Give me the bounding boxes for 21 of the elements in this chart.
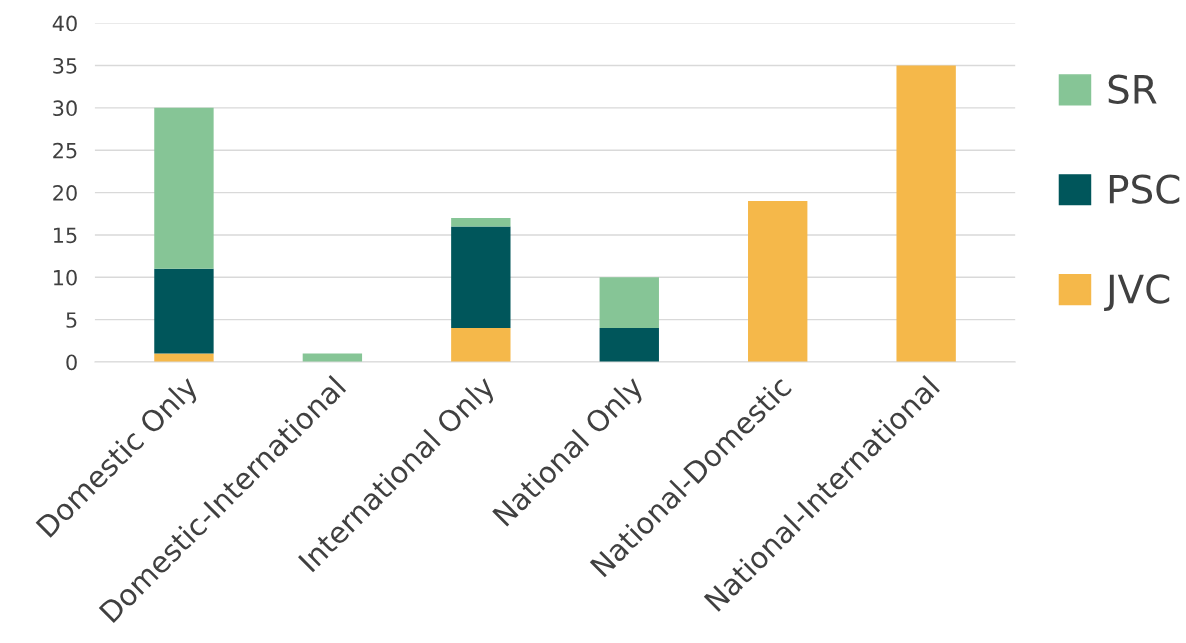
y-tick-label: 15 <box>53 227 77 244</box>
bar <box>896 65 956 363</box>
bar <box>154 268 214 354</box>
bar <box>451 328 511 363</box>
y-tick-label: 20 <box>53 185 77 201</box>
y-tick-label: 30 <box>53 100 77 117</box>
y-tick-label: 5 <box>66 312 77 328</box>
bar <box>599 328 659 363</box>
y-tick-label: 35 <box>53 57 77 74</box>
y-tick-label: 25 <box>53 142 77 159</box>
legend-label: PSC <box>1109 174 1180 204</box>
y-tick-label: 0 <box>66 354 77 371</box>
legend-label: JVC <box>1104 274 1170 311</box>
bar <box>599 277 659 329</box>
y-tick-label: 40 <box>52 15 77 32</box>
y-tick-label: 10 <box>53 269 77 286</box>
legend-label: SR <box>1108 74 1157 104</box>
bar <box>451 217 511 227</box>
bar <box>154 107 214 269</box>
bar <box>451 226 511 329</box>
bar <box>748 201 808 363</box>
